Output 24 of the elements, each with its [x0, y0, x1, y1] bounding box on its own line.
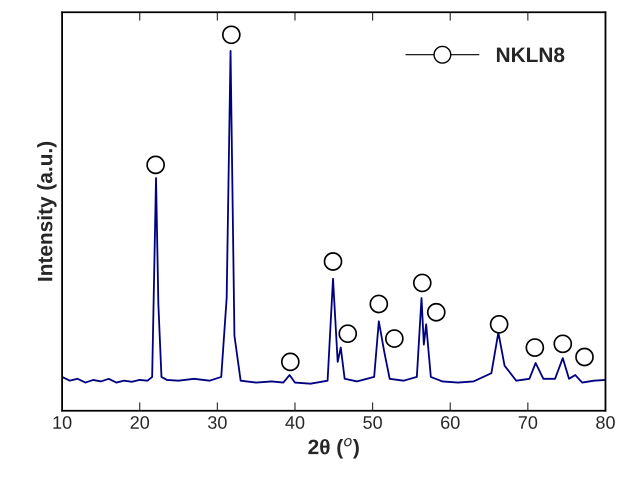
y-axis-title: Intensity (a.u.)	[37, 142, 57, 281]
point	[412, 274, 432, 292]
x-tick-label: 40	[285, 416, 304, 429]
point	[324, 252, 342, 271]
point	[369, 294, 388, 314]
point	[280, 352, 300, 372]
point	[575, 348, 594, 366]
x-tick-label: 60	[441, 416, 460, 429]
point	[426, 302, 446, 322]
x-tick-label: 80	[596, 416, 615, 429]
x-tick-label: 10	[53, 416, 72, 429]
point	[490, 314, 508, 334]
x-tick-label: 30	[208, 416, 227, 429]
point	[222, 25, 241, 44]
legend-label: NKLN8	[496, 47, 564, 62]
point	[384, 329, 404, 348]
point	[338, 324, 358, 344]
point	[525, 338, 544, 357]
x-tick-label: 50	[363, 416, 382, 429]
x-tick-label: 70	[518, 416, 538, 429]
x-axis-title: 2θ ($^{o}$)	[308, 438, 359, 458]
point	[553, 334, 572, 354]
x-tick-label: 20	[130, 416, 150, 429]
point	[146, 156, 165, 174]
